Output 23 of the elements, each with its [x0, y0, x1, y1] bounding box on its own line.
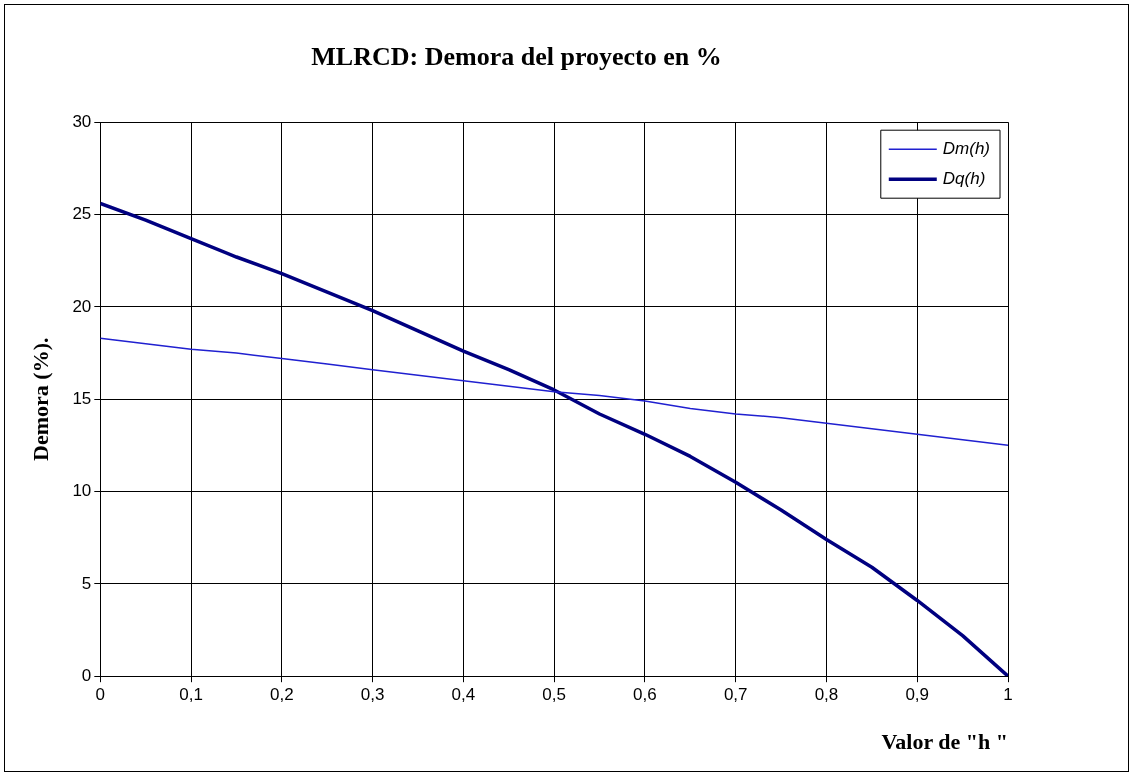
legend-label: Dq(h) [942, 168, 986, 188]
x-axis-title: Valor de "h " [881, 729, 1008, 755]
x-tick-label: 0,9 [905, 685, 930, 705]
y-tick-label: 20 [72, 296, 92, 316]
x-tick-label: 0,4 [451, 685, 476, 705]
y-tick-label: 10 [72, 481, 92, 501]
chart-title: MLRCD: Demora del proyecto en % [311, 42, 722, 72]
x-tick-label: 0,8 [814, 685, 839, 705]
y-tick-label: 0 [81, 665, 92, 685]
y-tick-label: 5 [81, 573, 92, 593]
y-axis-title: Demora (%). [27, 337, 53, 461]
legend-label: Dm(h) [942, 138, 990, 158]
y-tick-label: 30 [72, 111, 92, 131]
x-tick-label: 0,3 [360, 685, 385, 705]
x-tick-label: 0,7 [723, 685, 748, 705]
x-tick-label: 0,2 [270, 685, 294, 705]
x-tick-label: 0,1 [179, 685, 203, 705]
x-tick-label: 1 [1003, 685, 1013, 705]
x-tick-label: 0,6 [633, 685, 657, 705]
x-tick-label: 0 [95, 685, 106, 705]
x-tick-label: 0,5 [542, 685, 566, 705]
y-tick-label: 15 [72, 388, 92, 408]
y-tick-label: 25 [72, 204, 92, 224]
